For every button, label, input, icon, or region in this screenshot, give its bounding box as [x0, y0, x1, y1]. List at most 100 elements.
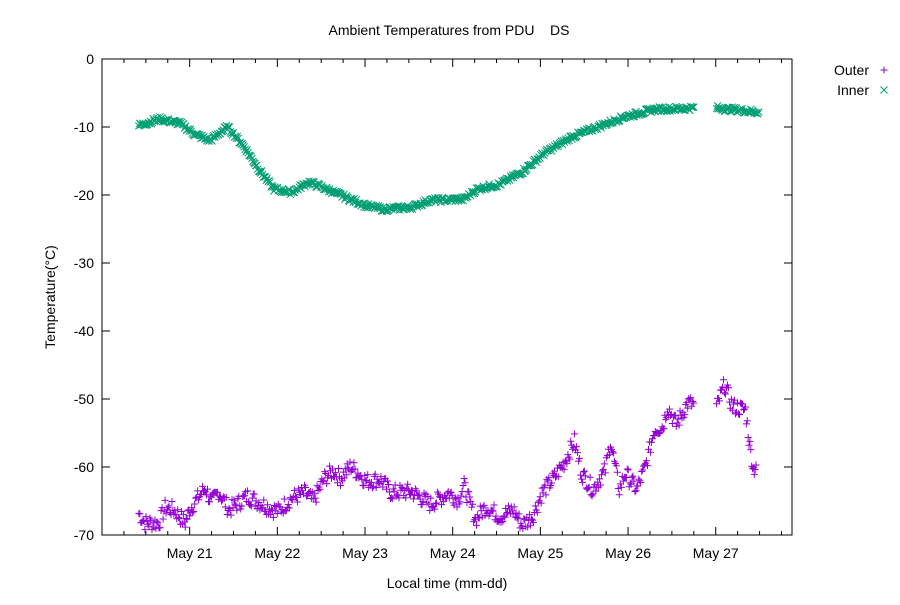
data-point-outer: [246, 501, 254, 509]
data-point-outer: [165, 502, 173, 510]
data-point-outer: [156, 524, 164, 532]
data-point-outer: [157, 507, 165, 515]
data-point-outer: [472, 521, 480, 529]
data-point-outer: [200, 486, 208, 494]
data-point-outer: [517, 519, 525, 527]
data-point-outer: [284, 500, 292, 508]
data-point-outer: [475, 514, 483, 522]
data-point-outer: [488, 506, 496, 514]
data-point-outer: [735, 411, 743, 419]
data-point-outer: [734, 410, 742, 418]
data-point-outer: [747, 446, 755, 454]
x-tick-label: May 25: [517, 545, 563, 561]
data-point-outer: [608, 448, 616, 456]
data-point-outer: [291, 492, 299, 500]
data-point-outer: [581, 472, 589, 480]
data-point-outer: [728, 406, 736, 414]
data-point-outer: [302, 483, 310, 491]
data-point-outer: [596, 475, 604, 483]
data-point-outer: [592, 487, 600, 495]
data-point-outer: [159, 515, 167, 523]
data-point-outer: [499, 518, 507, 526]
data-point-inner: [243, 146, 251, 154]
data-point-outer: [752, 461, 760, 469]
data-point-outer: [310, 490, 318, 498]
data-point-inner: [625, 110, 634, 119]
data-point-outer: [634, 482, 642, 490]
data-point-outer: [426, 507, 434, 515]
data-point-outer: [605, 451, 613, 459]
data-point-outer: [563, 460, 571, 468]
data-point-outer: [216, 492, 224, 500]
data-point-outer: [290, 486, 298, 494]
data-point-outer: [268, 506, 276, 514]
data-point-outer: [479, 503, 487, 511]
data-point-outer: [674, 415, 682, 423]
data-point-outer: [204, 485, 212, 493]
data-point-outer: [217, 497, 225, 505]
data-point-outer: [404, 480, 412, 488]
data-point-outer: [233, 506, 241, 514]
data-point-outer: [288, 496, 296, 504]
x-tick-label: May 21: [167, 545, 213, 561]
data-point-outer: [299, 487, 307, 495]
data-point-outer: [447, 488, 455, 496]
data-point-inner: [413, 203, 422, 211]
data-point-outer: [580, 467, 588, 475]
data-point-outer: [743, 417, 751, 425]
data-point-outer: [457, 492, 465, 500]
data-point-outer: [432, 500, 440, 508]
data-point-outer: [567, 437, 575, 445]
data-point-outer: [227, 511, 235, 519]
y-tick-label: -50: [74, 391, 94, 407]
data-point-outer: [548, 479, 556, 487]
data-point-outer: [168, 497, 176, 505]
data-point-outer: [687, 394, 695, 402]
data-point-outer: [639, 466, 647, 474]
data-point-outer: [190, 507, 198, 515]
data-point-outer: [454, 494, 462, 502]
data-point-outer: [672, 422, 680, 430]
data-point-outer: [719, 383, 727, 391]
x-tick-label: May 27: [693, 545, 739, 561]
x-axis-label: Local time (mm-dd): [387, 575, 508, 591]
data-point-outer: [492, 512, 500, 520]
data-point-outer: [635, 475, 643, 483]
data-point-outer: [629, 472, 637, 480]
data-point-outer: [529, 518, 537, 526]
data-point-outer: [258, 504, 266, 512]
data-point-outer: [221, 503, 229, 511]
data-point-outer: [323, 480, 331, 488]
data-point-outer: [586, 473, 594, 481]
y-axis-label: Temperature(°C): [42, 245, 58, 349]
data-point-outer: [541, 481, 549, 489]
data-point-outer: [350, 459, 358, 467]
data-point-outer: [638, 468, 646, 476]
data-point-outer: [647, 438, 655, 446]
data-point-outer: [690, 399, 698, 407]
data-point-outer: [628, 473, 636, 481]
data-point-outer: [729, 400, 737, 408]
data-point-outer: [424, 493, 432, 501]
data-point-outer: [362, 477, 370, 485]
data-point-outer: [199, 482, 207, 490]
data-point-inner: [239, 141, 248, 150]
data-point-outer: [139, 517, 147, 525]
data-point-outer: [460, 475, 468, 483]
data-point-outer: [202, 491, 210, 499]
data-point-outer: [341, 465, 349, 473]
data-point-outer: [542, 491, 550, 499]
data-point-outer: [599, 466, 607, 474]
data-point-inner: [233, 132, 242, 141]
data-point-inner: [247, 152, 255, 161]
data-point-outer: [364, 471, 372, 479]
legend: Outer Inner: [834, 62, 888, 98]
data-point-outer: [214, 488, 222, 496]
data-point-outer: [461, 479, 469, 487]
data-point-outer: [750, 470, 758, 478]
data-point-outer: [675, 421, 683, 429]
data-point-outer: [294, 485, 302, 493]
data-point-outer: [368, 484, 376, 492]
data-point-outer: [597, 481, 605, 489]
data-point-outer: [377, 473, 385, 481]
